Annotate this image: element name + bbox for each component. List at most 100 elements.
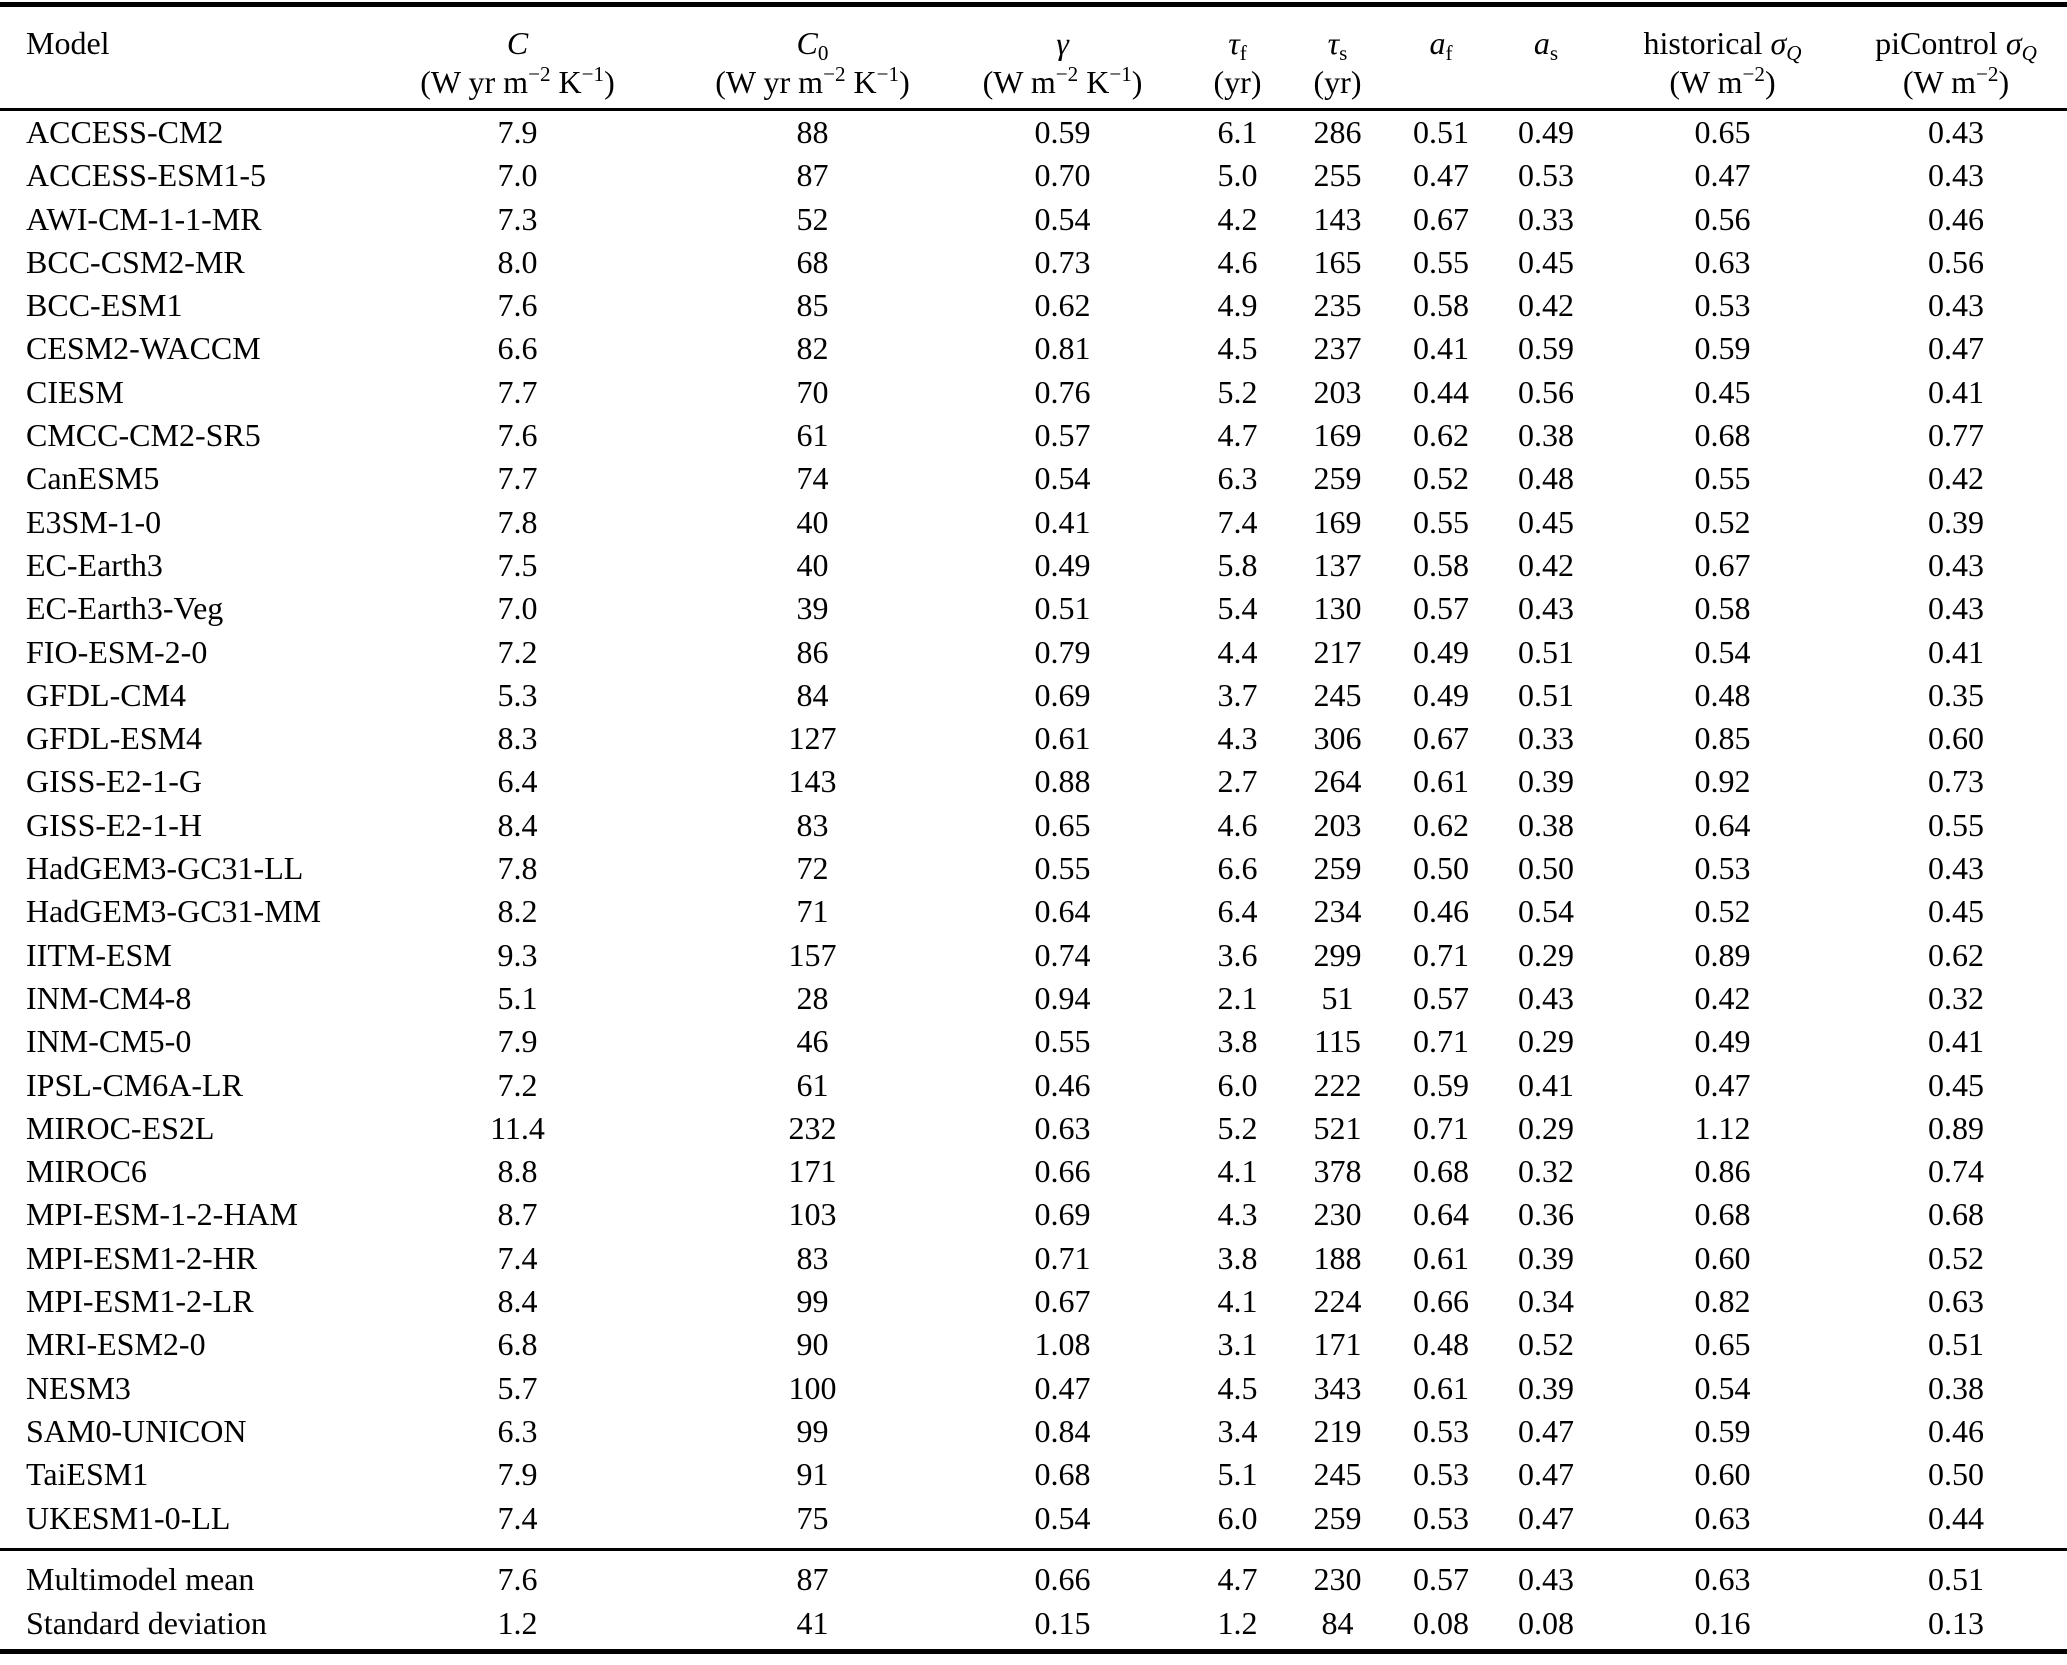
value-cell-gamma: 0.49 (1034, 546, 1091, 583)
value-cell-a_s: 0.45 (1518, 243, 1574, 280)
value-cell-gamma: 0.51 (1034, 590, 1091, 627)
value-cell-historical_sigma_Q: 0.16 (1694, 1604, 1751, 1641)
value-cell-piControl_sigma_Q: 0.73 (1928, 763, 1984, 800)
value-cell-a_s: 0.39 (1518, 1369, 1574, 1406)
row-label-cell: MIROC6 (26, 1153, 147, 1190)
header-sub-text: f (1239, 40, 1247, 65)
table-summary-rule (0, 1547, 2067, 1551)
row-label-cell: CanESM5 (26, 460, 160, 497)
value-cell-C0: 127 (788, 720, 837, 757)
header-unit-cell-C: (W yr m−2 K−1) (345, 64, 690, 100)
value-cell-a_f: 0.55 (1413, 243, 1469, 280)
value-cell-tau_f: 4.5 (1217, 1369, 1258, 1406)
value-cell-a_f: 0.71 (1413, 1109, 1469, 1146)
value-cell-tau_s: 84 (1321, 1604, 1354, 1641)
value-cell-tau_s: 217 (1313, 633, 1362, 670)
value-cell-piControl_sigma_Q: 0.43 (1928, 546, 1984, 583)
value-cell-piControl_sigma_Q: 0.52 (1928, 1239, 1984, 1276)
summary-row: Multimodel mean 7.6 87 0.66 4.7 230 0.57 0.43 0.… (0, 1557, 2067, 1601)
value-cell-C0: 87 (796, 157, 829, 194)
value-cell-tau_s: 245 (1313, 676, 1362, 713)
header-unit-cell-C0: (W yr m−2 K−1) (690, 64, 935, 100)
value-cell-C0: 90 (796, 1326, 829, 1363)
row-label-cell: Multimodel mean (26, 1560, 255, 1597)
value-cell-gamma: 0.55 (1034, 850, 1091, 887)
value-cell-gamma: 0.54 (1034, 460, 1091, 497)
value-cell-historical_sigma_Q: 0.45 (1694, 373, 1751, 410)
row-label-cell: MPI-ESM1-2-LR (26, 1283, 254, 1320)
model-row: MPI-ESM1-2-LR 8.4 99 0.67 4.1 224 0.66 0.34 0.82… (0, 1280, 2067, 1323)
value-cell-a_s: 0.51 (1518, 633, 1574, 670)
model-row: SAM0-UNICON 6.3 99 0.84 3.4 219 0.53 0.47 0.59 0.… (0, 1410, 2067, 1453)
value-cell-C: 8.8 (497, 1153, 538, 1190)
value-cell-gamma: 0.62 (1034, 287, 1091, 324)
row-label-cell: HadGEM3-GC31-LL (26, 850, 304, 887)
value-cell-C: 7.4 (497, 1239, 538, 1276)
value-cell-a_f: 0.59 (1413, 1066, 1469, 1103)
value-cell-tau_f: 5.8 (1217, 546, 1258, 583)
value-cell-a_f: 0.62 (1413, 806, 1469, 843)
value-cell-historical_sigma_Q: 0.48 (1694, 676, 1751, 713)
value-cell-gamma: 0.67 (1034, 1283, 1091, 1320)
header-unit-cell-tau_f: (yr) (1190, 64, 1285, 100)
row-label-cell: NESM3 (26, 1369, 131, 1406)
header-sub-text: s (1339, 40, 1348, 65)
row-label-cell: MRI-ESM2-0 (26, 1326, 206, 1363)
value-cell-tau_s: 259 (1313, 460, 1362, 497)
model-row: BCC-ESM1 7.6 85 0.62 4.9 235 0.58 0.42 0.53 0.43 (0, 284, 2067, 327)
summary-row: Standard deviation 1.2 41 0.15 1.2 84 0.08 0.08… (0, 1601, 2067, 1645)
value-cell-a_s: 0.38 (1518, 417, 1574, 454)
value-cell-C0: 75 (796, 1499, 829, 1536)
value-cell-piControl_sigma_Q: 0.39 (1928, 503, 1984, 540)
value-cell-gamma: 0.57 (1034, 417, 1091, 454)
value-cell-tau_s: 264 (1313, 763, 1362, 800)
model-row: IPSL-CM6A-LR 7.2 61 0.46 6.0 222 0.59 0.41 0.47 0… (0, 1064, 2067, 1107)
value-cell-C: 7.6 (497, 417, 538, 454)
value-cell-C: 5.7 (497, 1369, 538, 1406)
value-cell-a_f: 0.58 (1413, 546, 1469, 583)
value-cell-piControl_sigma_Q: 0.60 (1928, 720, 1984, 757)
value-cell-C0: 74 (796, 460, 829, 497)
table-top-rule (0, 2, 2067, 7)
header-cell-tau_f: τf (1190, 25, 1285, 63)
value-cell-a_s: 0.42 (1518, 546, 1574, 583)
value-cell-tau_s: 286 (1313, 114, 1362, 150)
value-cell-a_s: 0.56 (1518, 373, 1574, 410)
value-cell-historical_sigma_Q: 0.54 (1694, 1369, 1751, 1406)
value-cell-gamma: 0.15 (1034, 1604, 1091, 1641)
value-cell-historical_sigma_Q: 0.67 (1694, 546, 1751, 583)
value-cell-a_f: 0.58 (1413, 287, 1469, 324)
value-cell-tau_f: 7.4 (1217, 503, 1258, 540)
value-cell-gamma: 0.46 (1034, 1066, 1091, 1103)
value-cell-piControl_sigma_Q: 0.55 (1928, 806, 1984, 843)
value-cell-tau_f: 5.2 (1217, 373, 1258, 410)
value-cell-historical_sigma_Q: 0.42 (1694, 979, 1751, 1016)
row-label-cell: MPI-ESM-1-2-HAM (26, 1196, 298, 1233)
value-cell-tau_f: 4.4 (1217, 633, 1258, 670)
value-cell-historical_sigma_Q: 0.54 (1694, 633, 1751, 670)
value-cell-a_s: 0.49 (1518, 114, 1574, 150)
value-cell-historical_sigma_Q: 0.58 (1694, 590, 1751, 627)
value-cell-historical_sigma_Q: 0.59 (1694, 1412, 1751, 1449)
value-cell-C: 7.0 (497, 157, 538, 194)
value-cell-a_f: 0.46 (1413, 893, 1469, 930)
value-cell-piControl_sigma_Q: 0.35 (1928, 676, 1984, 713)
value-cell-gamma: 0.63 (1034, 1109, 1091, 1146)
value-cell-gamma: 0.68 (1034, 1456, 1091, 1493)
model-row: CMCC-CM2-SR5 7.6 61 0.57 4.7 169 0.62 0.38 0.68 0… (0, 414, 2067, 457)
value-cell-C0: 88 (796, 114, 829, 150)
value-cell-historical_sigma_Q: 0.60 (1694, 1456, 1751, 1493)
value-cell-historical_sigma_Q: 0.86 (1694, 1153, 1751, 1190)
row-label-cell: BCC-ESM1 (26, 287, 183, 324)
value-cell-C0: 39 (796, 590, 829, 627)
value-cell-piControl_sigma_Q: 0.50 (1928, 1456, 1984, 1493)
value-cell-tau_s: 203 (1313, 806, 1362, 843)
value-cell-gamma: 0.61 (1034, 720, 1091, 757)
value-cell-tau_f: 4.6 (1217, 243, 1258, 280)
value-cell-tau_s: 222 (1313, 1066, 1362, 1103)
value-cell-gamma: 0.81 (1034, 330, 1091, 367)
value-cell-gamma: 0.70 (1034, 157, 1091, 194)
model-row: GISS-E2-1-H 8.4 83 0.65 4.6 203 0.62 0.38 0.64 0.… (0, 804, 2067, 847)
value-cell-tau_s: 169 (1313, 503, 1362, 540)
row-label-cell: GISS-E2-1-G (26, 763, 202, 800)
